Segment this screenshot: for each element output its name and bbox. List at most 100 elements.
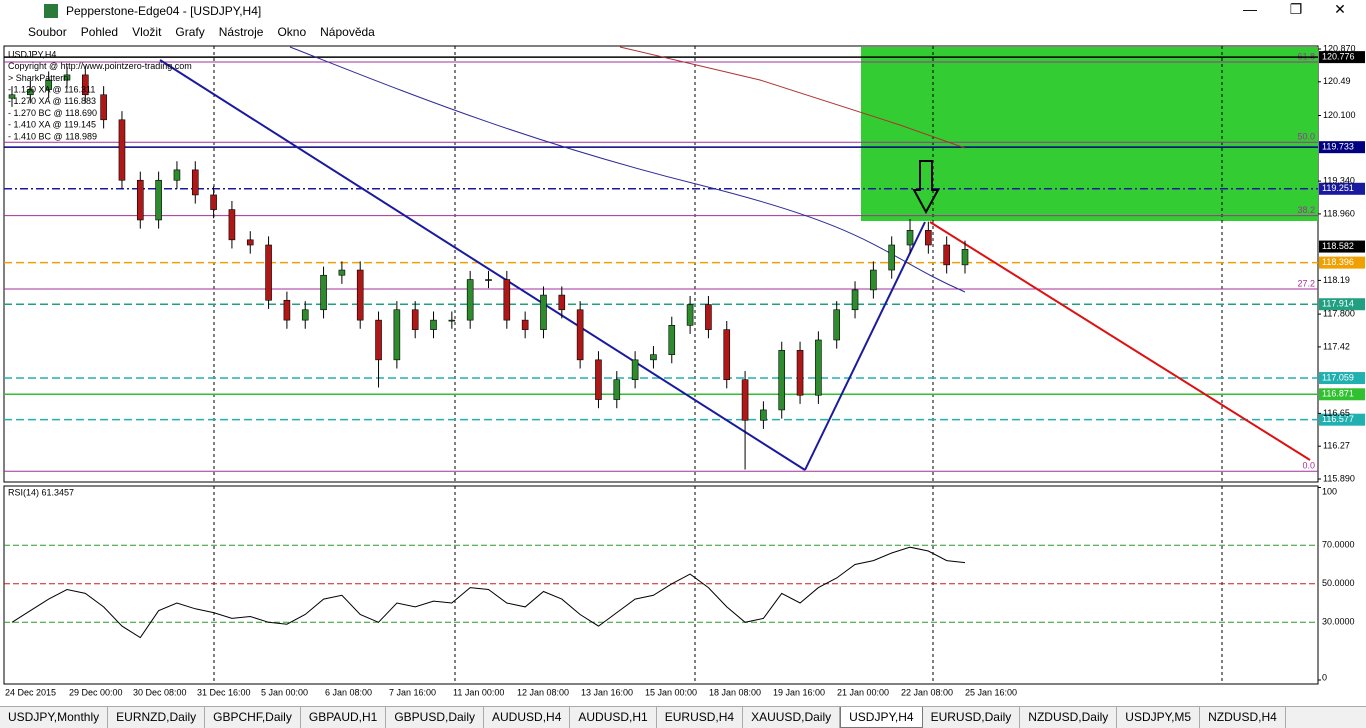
menu-item[interactable]: Nástroje [218,25,264,39]
trendline [929,221,1311,461]
candle-body [760,409,767,421]
level-tag-label: 118.582 [1322,241,1354,251]
y-tick-label: 117.42 [1323,341,1350,351]
menu-bar: Soubor Pohled Vložit Grafy Nástroje Okno Nápov… [0,22,1366,44]
moving-average [619,46,966,149]
candle-body [430,319,437,330]
candle-body [118,119,126,181]
candle-body [943,244,950,266]
info-line: - 1.410 XA @ 119.145 [8,120,96,130]
window-title: Pepperstone-Edge04 - [USDJPY,H4] [66,4,262,18]
candle-body [173,169,181,181]
menu-item[interactable]: Pohled [80,25,119,39]
chart-tab[interactable]: USDJPY,H4 [840,707,923,728]
x-tick-label: 25 Jan 16:00 [965,687,1017,697]
candle-body [595,359,602,400]
candle-body [393,309,401,361]
level-tag [1319,51,1365,64]
chart-tab[interactable]: NZDUSD,H4 [1200,707,1286,728]
candle-body [576,309,584,361]
menu-item[interactable]: Okno [277,25,307,39]
level-tag-label: 116.577 [1322,414,1354,424]
y-tick-label: 118.19 [1323,275,1350,285]
chart-tab[interactable]: EURUSD,H4 [657,707,744,728]
level-tag-label: 118.396 [1322,257,1354,267]
y-tick-label: 120.49 [1323,76,1351,86]
level-tag-label: 116.871 [1322,389,1354,399]
chart-tab[interactable]: EURUSD,Daily [923,707,1021,728]
chart-tab[interactable]: GBPUSD,Daily [386,707,485,728]
candle-body [246,239,254,246]
fib-label: 0.0 [1302,461,1315,471]
level-tag [1319,298,1365,311]
candle-body [723,329,731,381]
close-button[interactable]: ✕ [1334,1,1346,17]
chart-tab[interactable]: USDJPY,M5 [1117,707,1201,728]
level-tag-label: 117.914 [1322,299,1354,309]
target-zone [861,47,1318,221]
candle-body [558,294,566,311]
minimize-button[interactable]: — [1243,1,1257,17]
candle-body [338,269,346,276]
level-tag [1319,413,1365,426]
candle-body [888,244,895,271]
menu-item[interactable]: Nápověda [320,25,375,39]
chart-tab[interactable]: AUDUSD,H4 [484,707,571,728]
candle-body [466,279,474,321]
level-tag [1319,256,1365,269]
info-line: - 1.270 BC @ 118.690 [8,108,97,118]
x-tick-label: 19 Jan 16:00 [773,687,825,697]
rsi-line [11,546,966,639]
level-tag [1319,240,1365,253]
candle-body [796,350,804,396]
x-tick-label: 21 Jan 00:00 [837,687,889,697]
chart-tab[interactable]: AUDUSD,H1 [570,707,657,728]
y-tick-label: 116.65 [1323,408,1350,418]
chart-tab[interactable]: XAUUSD,Daily [743,707,841,728]
x-tick-label: 30 Dec 08:00 [133,687,187,697]
candle-body [815,339,822,396]
candle-body [833,309,841,341]
candle-body [191,169,199,196]
info-line: - 1.270 XA @ 116.883 [8,96,96,106]
y-tick-label: 30.0000 [1322,617,1355,627]
candle-body [741,379,749,421]
y-tick-label: 117.800 [1323,308,1355,318]
candle-body [961,249,969,266]
menu-item[interactable]: Vložit [132,25,162,39]
pattern-leg [804,221,926,471]
chart-tab[interactable]: USDJPY,Monthly [0,707,109,728]
candle-body [63,74,71,81]
candle-body [27,89,34,96]
maximize-button[interactable]: ❐ [1289,1,1303,17]
fib-label: 38.2 [1297,205,1315,215]
level-tag [1319,141,1365,154]
candle-body [320,274,327,311]
y-tick-label: 70.0000 [1322,540,1355,550]
y-tick-label: 100 [1322,486,1337,496]
x-tick-label: 22 Jan 08:00 [901,687,953,697]
menu-item[interactable]: Grafy [175,25,205,39]
candle-body [650,354,657,361]
trendline [159,59,806,471]
candle-body [906,230,914,246]
x-tick-label: 24 Dec 2015 [5,687,56,697]
chart-tab[interactable]: EURNZD,Daily [108,707,206,728]
candle-body [283,299,291,321]
menu-item[interactable]: Soubor [28,25,67,39]
candle-body [155,179,162,221]
candle-body [851,289,859,311]
y-tick-label: 119.340 [1323,175,1355,185]
candle-body [301,309,309,321]
candle-body [265,244,272,301]
candle-body [228,209,236,241]
chart-tab[interactable]: GBPCHF,Daily [205,707,301,728]
info-line: - 1.130 XA @ 116.311 [8,84,95,94]
x-tick-label: 5 Jan 00:00 [261,687,308,697]
chart-tab[interactable]: NZDUSD,Daily [1020,707,1118,728]
chart-tab[interactable]: GBPAUD,H1 [301,707,387,728]
y-tick-label: 120.100 [1323,110,1356,120]
candle-body [686,304,694,326]
y-tick-label: 0 [1322,672,1327,682]
